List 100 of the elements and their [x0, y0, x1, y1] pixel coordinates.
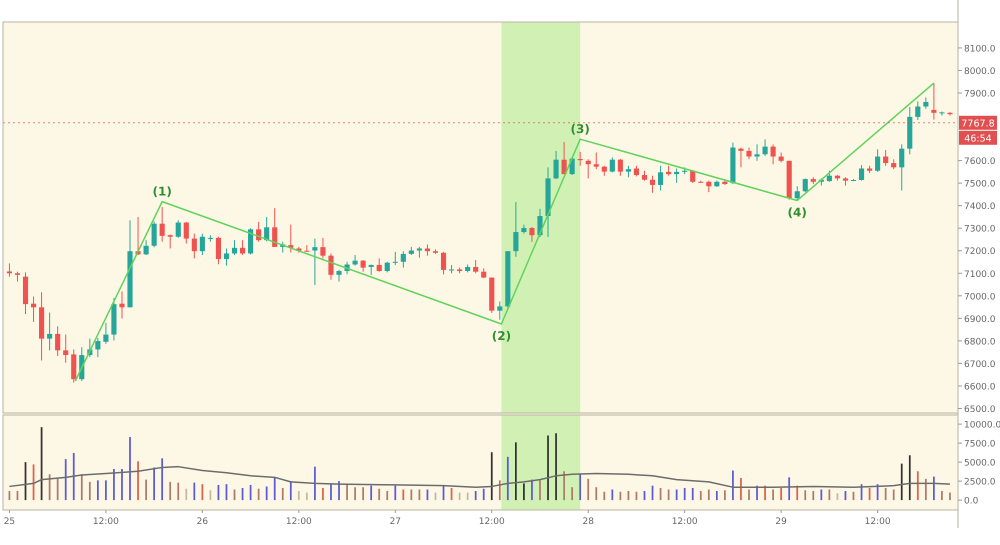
- y-tick-label: 5000.0: [964, 458, 996, 469]
- candlestick: [368, 264, 374, 276]
- candlestick: [352, 254, 358, 266]
- candlestick: [328, 252, 334, 280]
- y-tick-label: 7000.0: [964, 292, 996, 302]
- y-tick-label: 7300.0: [964, 224, 996, 235]
- y-tick-label: 7500.0: [964, 180, 996, 190]
- candlestick: [232, 240, 238, 256]
- candlestick: [103, 322, 108, 344]
- x-tick-label: 29: [775, 517, 788, 527]
- x-tick-label: 12:00: [92, 517, 120, 527]
- candlestick: [176, 220, 181, 238]
- candlestick: [224, 248, 230, 266]
- y-tick-label: 6800.0: [964, 337, 996, 348]
- candlestick: [47, 312, 52, 351]
- candlestick: [481, 268, 486, 279]
- x-tick-label: 12:00: [478, 517, 505, 527]
- candlestick: [119, 291, 125, 320]
- candlestick: [802, 178, 808, 193]
- y-tick-label: 6500.0: [964, 404, 996, 415]
- candlestick: [778, 152, 784, 163]
- candlestick: [858, 164, 864, 182]
- candlestick: [626, 165, 631, 178]
- x-tick-label: 28: [582, 517, 594, 527]
- y-tick-label: 7400.0: [964, 202, 996, 212]
- x-tick-label: 27: [390, 517, 402, 527]
- candlestick: [30, 296, 36, 322]
- candlestick: [513, 202, 518, 258]
- candlestick: [618, 158, 623, 176]
- y-tick-label: 7100.0: [964, 270, 996, 280]
- candlestick: [152, 220, 157, 248]
- y-tick-label: 8100.0: [964, 44, 996, 54]
- y-tick-label: 7500.0: [964, 440, 996, 450]
- candlestick: [826, 170, 832, 182]
- candlestick: [553, 150, 559, 180]
- candlestick: [95, 337, 100, 358]
- candlestick: [706, 180, 712, 193]
- x-tick-label: 12:00: [286, 517, 312, 527]
- candlestick: [875, 148, 880, 172]
- ref-line-label: 7767.8: [961, 118, 995, 130]
- candlestick: [160, 206, 165, 242]
- text: 46:54: [964, 133, 992, 144]
- x-tick-label: 12:00: [864, 517, 891, 527]
- candlestick: [770, 144, 776, 165]
- x-tick-label: 26: [196, 517, 208, 527]
- y-tick-label: 8000.0: [964, 66, 996, 77]
- candlestick: [376, 258, 382, 272]
- y-tick-label: 7600.0: [964, 157, 996, 168]
- candlestick: [738, 147, 744, 168]
- candlestick: [891, 158, 896, 170]
- candlestick: [650, 175, 656, 194]
- candlestick: [642, 170, 648, 182]
- candlestick: [578, 151, 583, 166]
- candlestick: [562, 141, 567, 175]
- candlestick: [473, 259, 478, 274]
- candlestick: [184, 221, 189, 244]
- candlestick: [521, 224, 526, 234]
- annotation: (2): [492, 328, 512, 343]
- candlestick: [216, 236, 222, 265]
- candlestick: [6, 262, 12, 278]
- candlestick: [448, 264, 454, 274]
- candlestick: [168, 234, 173, 249]
- annotation: (1): [152, 184, 172, 199]
- x-tick-label: 12:00: [672, 517, 698, 527]
- candlestick: [192, 233, 197, 259]
- candlestick: [240, 240, 246, 256]
- candlestick: [610, 156, 615, 173]
- candlestick: [915, 100, 920, 121]
- candlestick: [497, 300, 502, 320]
- y-tick-label: 2500.0: [964, 478, 996, 488]
- candlestick: [55, 326, 60, 356]
- candlestick: [440, 251, 446, 275]
- y-tick-label: 7200.0: [964, 247, 996, 258]
- candlestick: [899, 144, 904, 192]
- candlestick: [923, 96, 928, 110]
- candlestick: [336, 269, 342, 282]
- y-tick-label: 6600.0: [964, 382, 996, 392]
- candlestick: [762, 138, 768, 156]
- x-tick-label: 25: [4, 517, 16, 527]
- candlestick: [634, 165, 640, 177]
- candlestick: [794, 186, 800, 200]
- y-tick-label: 6700.0: [964, 360, 996, 370]
- candlestick: [384, 261, 390, 273]
- candlestick: [200, 233, 205, 256]
- candlestick: [14, 271, 20, 282]
- candlestick: [312, 238, 318, 286]
- candlestick: [529, 226, 535, 242]
- candlestick: [144, 240, 149, 256]
- candlestick: [272, 208, 278, 248]
- y-tick-label: 7900.0: [964, 89, 996, 100]
- candlestick: [658, 165, 664, 192]
- candlestick: [320, 237, 326, 259]
- candlestick: [400, 250, 406, 268]
- y-tick-label: 6900.0: [964, 314, 996, 325]
- candlestick: [594, 152, 599, 170]
- candlestick: [360, 259, 366, 272]
- candlestick: [931, 82, 936, 120]
- candlestick: [586, 158, 591, 179]
- annotation: (4): [788, 205, 807, 220]
- candlestick: [746, 147, 752, 160]
